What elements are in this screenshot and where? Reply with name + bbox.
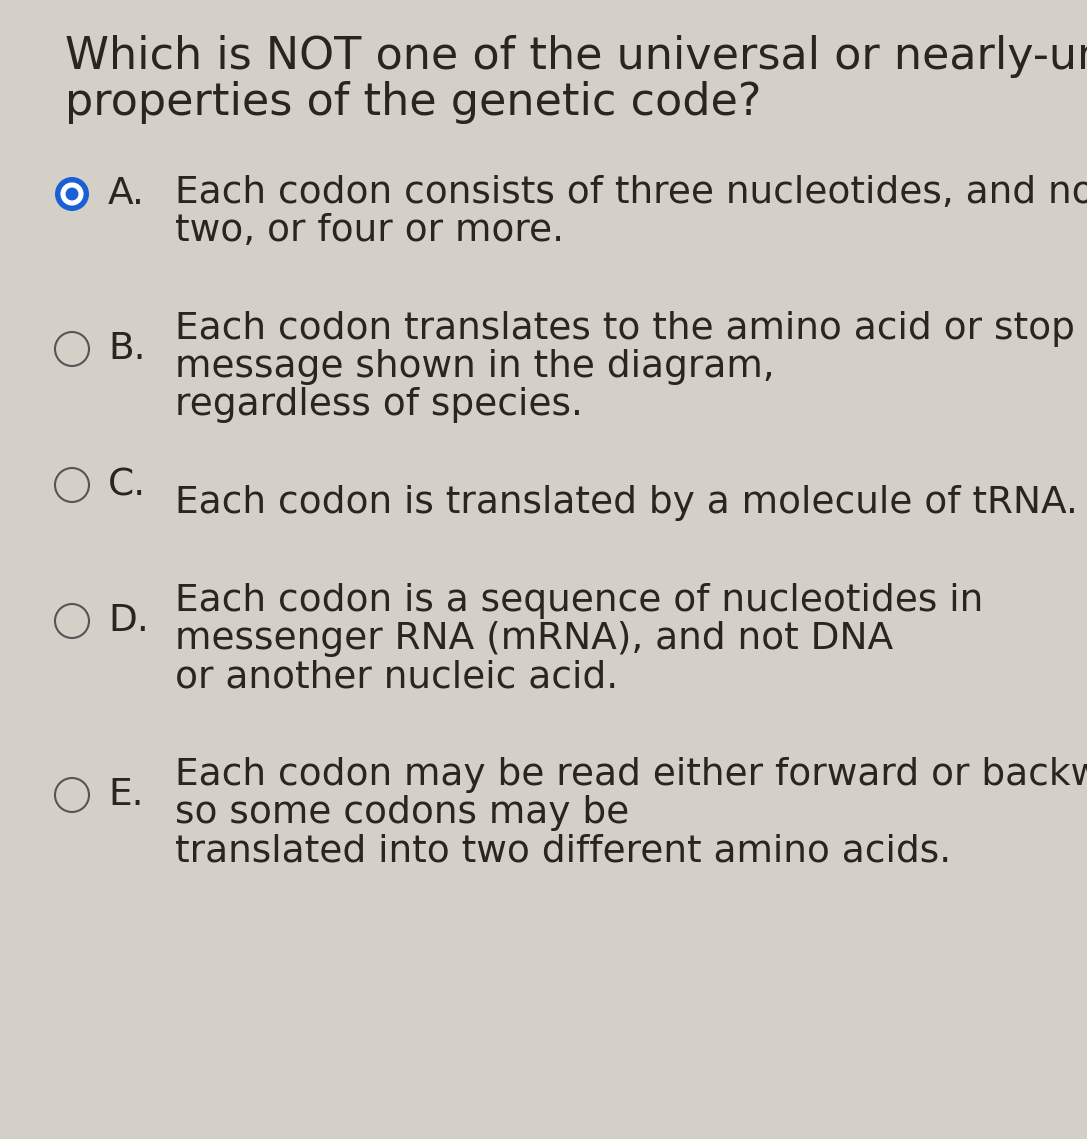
Circle shape: [61, 182, 84, 205]
Text: Each codon is translated by a molecule of tRNA.: Each codon is translated by a molecule o…: [175, 485, 1078, 521]
Text: D.: D.: [108, 603, 149, 639]
Text: two, or four or more.: two, or four or more.: [175, 213, 564, 249]
Text: Each codon may be read either forward or backward,: Each codon may be read either forward or…: [175, 757, 1087, 793]
Text: E.: E.: [108, 777, 143, 813]
Text: C.: C.: [108, 467, 146, 503]
Text: properties of the genetic code?: properties of the genetic code?: [65, 81, 762, 124]
Text: A.: A.: [108, 177, 145, 212]
Text: regardless of species.: regardless of species.: [175, 387, 583, 423]
Text: Each codon consists of three nucleotides, and not: Each codon consists of three nucleotides…: [175, 175, 1087, 211]
Text: messenger RNA (mRNA), and not DNA: messenger RNA (mRNA), and not DNA: [175, 621, 894, 657]
Text: Each codon is a sequence of nucleotides in: Each codon is a sequence of nucleotides …: [175, 583, 984, 618]
Text: or another nucleic acid.: or another nucleic acid.: [175, 659, 619, 695]
Circle shape: [55, 177, 89, 211]
Text: Each codon translates to the amino acid or stop: Each codon translates to the amino acid …: [175, 311, 1075, 347]
Text: message shown in the diagram,: message shown in the diagram,: [175, 349, 775, 385]
Text: translated into two different amino acids.: translated into two different amino acid…: [175, 833, 951, 869]
Text: Which is NOT one of the universal or nearly-universal: Which is NOT one of the universal or nea…: [65, 35, 1087, 77]
Text: B.: B.: [108, 331, 146, 367]
Circle shape: [65, 188, 78, 200]
Text: so some codons may be: so some codons may be: [175, 795, 629, 831]
